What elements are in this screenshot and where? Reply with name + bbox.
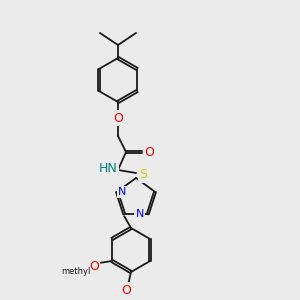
Text: O: O	[144, 146, 154, 158]
Text: methyl: methyl	[61, 268, 91, 277]
Text: HN: HN	[99, 161, 117, 175]
Text: O: O	[113, 112, 123, 124]
Text: S: S	[139, 169, 147, 182]
Text: O: O	[121, 284, 131, 296]
Text: O: O	[89, 260, 99, 272]
Text: N: N	[136, 209, 144, 219]
Text: N: N	[118, 187, 126, 197]
